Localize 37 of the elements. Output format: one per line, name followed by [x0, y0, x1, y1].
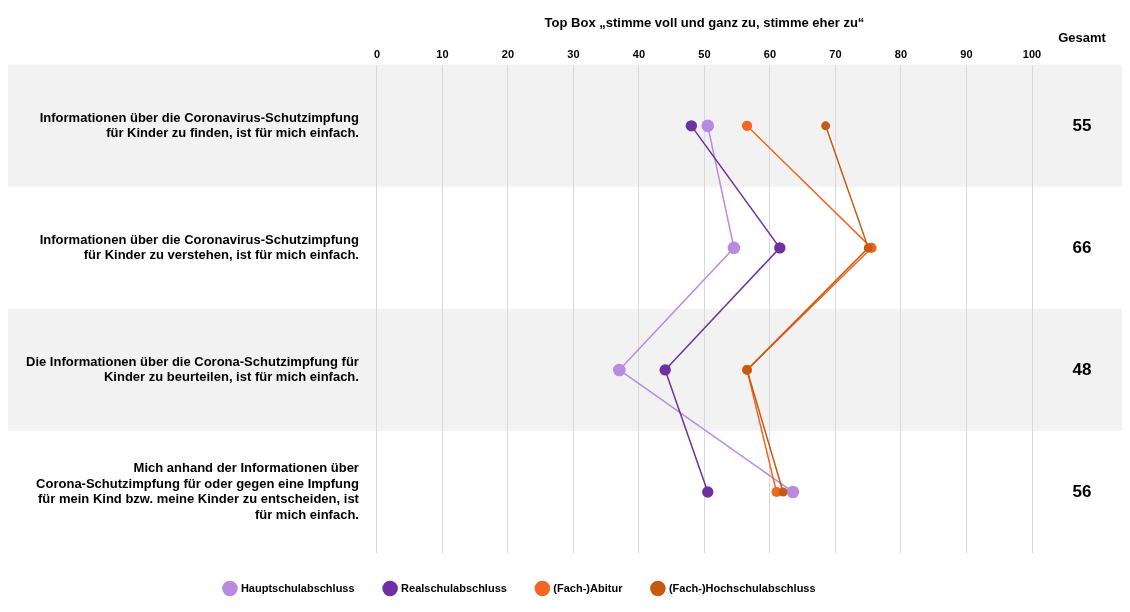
x-tick-label: 50 [698, 48, 711, 61]
legend-label: Realschulabschluss [401, 581, 507, 594]
point [778, 487, 788, 497]
point [727, 241, 741, 255]
point [702, 486, 714, 498]
x-tick-label: 70 [829, 48, 842, 61]
y-tick-label: Informationen über die Coronavirus-Schutzimpfung für Kinder zu verstehen, ist für mich einfach. [39, 231, 359, 263]
legend-label: Hauptschulabschluss [240, 581, 355, 594]
x-tick-label: 0 [373, 48, 380, 61]
x-tick-label: 90 [960, 48, 973, 61]
y-tick-label: Informationen über die Coronavirus-Schutzimpfung für Kinder zu finden, ist für mich einfach. [39, 109, 359, 141]
x-tick-label: 60 [763, 48, 777, 61]
y-tick-label: Mich anhand der Informationen über Corona-Schutzimpfung für oder gegen eine Impfung für mein Kind bzw. meine Kinder zu entscheiden, ist für mich einfach. [36, 460, 360, 522]
x-tick-label: 10 [436, 48, 449, 61]
point [613, 363, 626, 377]
legend-label: (Fach-)Abitur [553, 581, 624, 594]
x-tick-label: 80 [894, 48, 908, 61]
point [786, 485, 800, 499]
text: 56 [1072, 481, 1092, 501]
point [774, 242, 786, 254]
y-tick-label: Die Informationen über die Corona-Schutzimpfung für Kinder zu beurteilen, ist für mich einfach. [25, 353, 359, 385]
text: Gesamt [1058, 30, 1107, 46]
point [821, 121, 831, 131]
text: 66 [1072, 237, 1092, 257]
text: 48 [1072, 359, 1092, 379]
x-tick-label: 20 [501, 48, 515, 61]
x-tick-label: 30 [567, 48, 580, 61]
point [863, 243, 873, 253]
point [741, 120, 753, 131]
legend-label: (Fach-)Hochschulabschluss [668, 581, 816, 594]
x-axis-title: Top Box „stimme voll und ganz zu, stimme eher zu“ [544, 15, 865, 31]
text: 55 [1072, 115, 1092, 135]
x-tick-label: 40 [632, 48, 646, 61]
point [659, 364, 671, 376]
point [701, 119, 715, 133]
x-tick-label: 100 [1022, 48, 1042, 61]
point [685, 120, 698, 132]
